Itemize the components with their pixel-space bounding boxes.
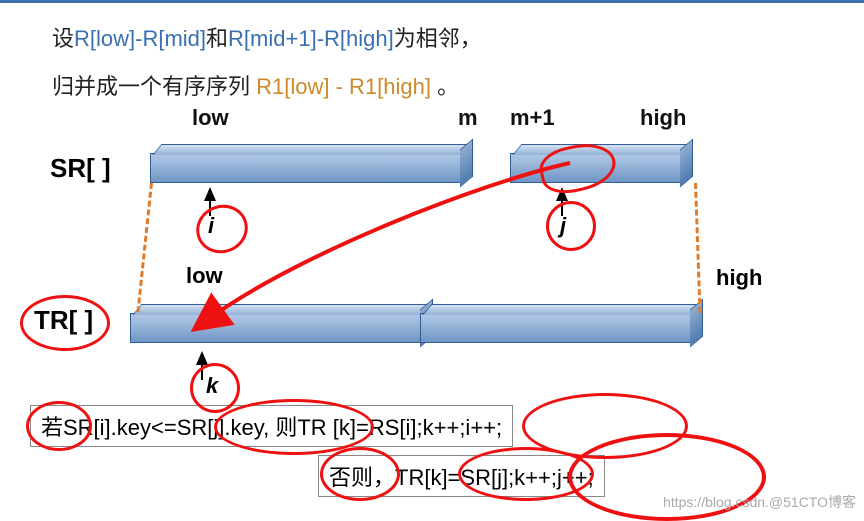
watermark: https://blog.csdn.@51CTO博客 bbox=[663, 492, 856, 512]
anno-circle-i bbox=[189, 198, 254, 261]
t2c: 。 bbox=[431, 74, 459, 99]
anno-circle-tr bbox=[20, 295, 110, 351]
anno-circle-k bbox=[190, 363, 240, 413]
desc-line-1: 设R[low]-R[mid]和R[mid+1]-R[high]为相邻， bbox=[52, 21, 482, 53]
arrow-k-icon bbox=[196, 351, 208, 365]
desc-line-2: 归并成一个有序序列 R1[low] - R1[high] 。 bbox=[52, 69, 459, 101]
t1a: 设 bbox=[52, 26, 74, 51]
tr-segment-2 bbox=[420, 313, 692, 343]
label-m1: m+1 bbox=[510, 105, 555, 131]
label-low: low bbox=[192, 105, 229, 131]
dash-high bbox=[694, 183, 702, 313]
label-m: m bbox=[458, 105, 478, 131]
dash-low bbox=[136, 183, 153, 313]
anno-circle-ruo bbox=[26, 401, 92, 451]
tr-segment-1 bbox=[130, 313, 422, 343]
label-high: high bbox=[640, 105, 686, 131]
t1e: 为相邻， bbox=[394, 26, 482, 51]
t1d: R[mid+1]-R[high] bbox=[228, 26, 394, 51]
tr-label-low: low bbox=[186, 263, 223, 289]
arrow-i-icon bbox=[204, 187, 216, 201]
t1c: 和 bbox=[206, 26, 228, 51]
sr-segment-1 bbox=[150, 153, 462, 183]
t2a: 归并成一个有序序列 bbox=[52, 74, 256, 99]
anno-circle-srj bbox=[214, 399, 374, 455]
anno-circle-j bbox=[546, 201, 596, 251]
tr-label-high: high bbox=[716, 265, 762, 291]
array-label-sr: SR[ ] bbox=[50, 153, 111, 184]
t2b: R1[low] - R1[high] bbox=[256, 74, 431, 99]
t1b: R[low]-R[mid] bbox=[74, 26, 206, 51]
anno-circle-else bbox=[320, 447, 400, 501]
